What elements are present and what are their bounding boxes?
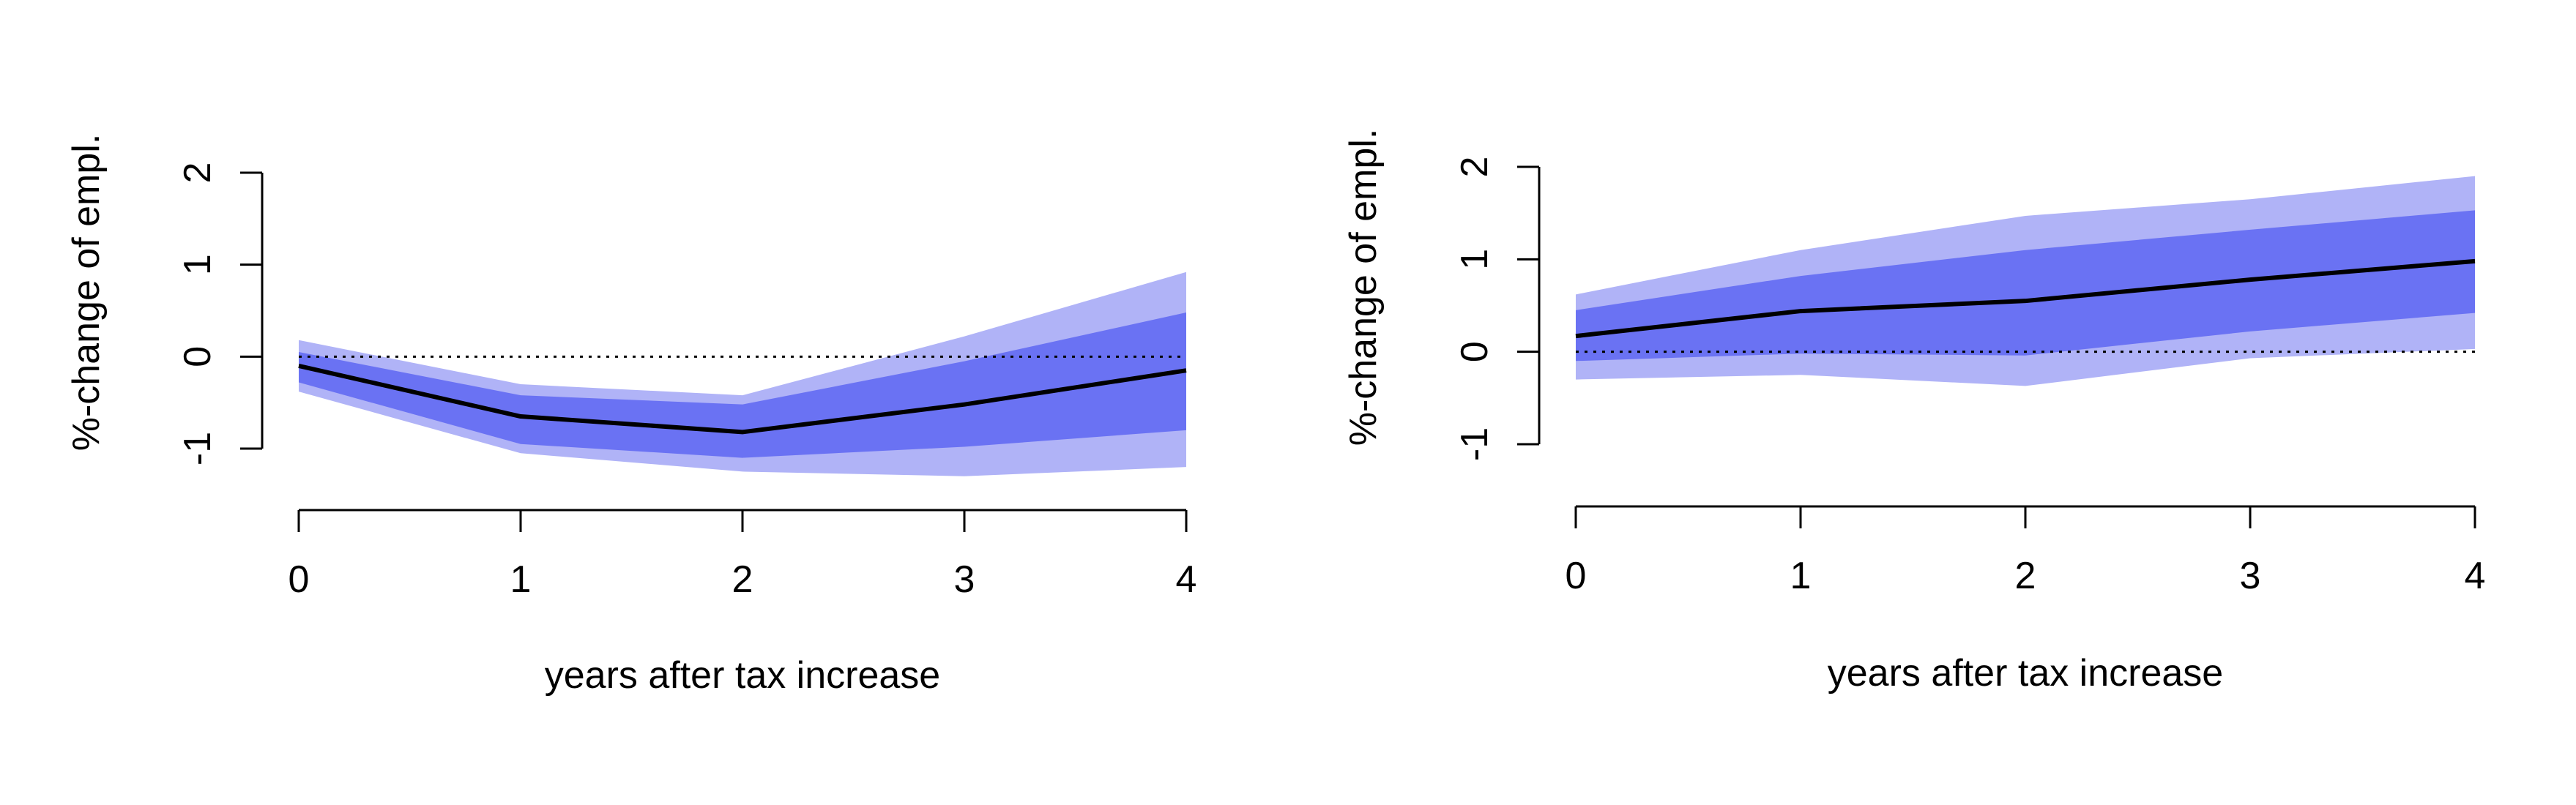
x-tick-label: 3 — [954, 558, 975, 601]
x-axis-title: years after tax increase — [545, 654, 940, 697]
y-axis-title: %-change of empl. — [65, 134, 108, 452]
y-axis-title: %-change of empl. — [1342, 129, 1385, 446]
y-tick-label: -1 — [1453, 427, 1496, 461]
inner-band — [1576, 210, 2475, 362]
x-tick-label: 2 — [732, 558, 753, 601]
x-tick-label: 4 — [1176, 558, 1197, 601]
x-axis: 0 1 2 3 4 — [1566, 505, 2486, 597]
y-tick-label: 0 — [1453, 341, 1496, 362]
x-axis: 0 1 2 3 4 — [289, 509, 1197, 601]
y-tick-label: 1 — [1453, 249, 1496, 270]
x-tick-label: 1 — [510, 558, 532, 601]
x-tick-label: 1 — [1790, 555, 1812, 597]
y-tick-label: 2 — [176, 162, 219, 184]
x-tick-label: 2 — [2015, 555, 2036, 597]
confidence-bands — [1576, 176, 2475, 386]
left-panel: -1 0 1 2 0 1 2 3 4 %-change of empl. years afte… — [65, 134, 1196, 697]
x-tick-label: 4 — [2465, 555, 2486, 597]
estimate-line — [298, 363, 1187, 435]
x-tick-label: 3 — [2240, 555, 2261, 597]
x-tick-label: 0 — [289, 558, 310, 601]
y-axis: -1 0 1 2 — [176, 162, 264, 465]
x-tick-label: 0 — [1566, 555, 1587, 597]
inner-band — [299, 312, 1186, 458]
estimate-line — [1575, 258, 2476, 339]
y-tick-label: -1 — [176, 432, 219, 465]
x-axis-title: years after tax increase — [1828, 652, 2223, 694]
confidence-bands — [299, 272, 1186, 476]
right-panel: -1 0 1 2 0 1 2 3 4 %-change of empl. years afte… — [1342, 129, 2485, 694]
y-axis: -1 0 1 2 — [1453, 157, 1541, 461]
y-tick-label: 2 — [1453, 157, 1496, 178]
y-tick-label: 1 — [176, 254, 219, 275]
y-tick-label: 0 — [176, 346, 219, 367]
